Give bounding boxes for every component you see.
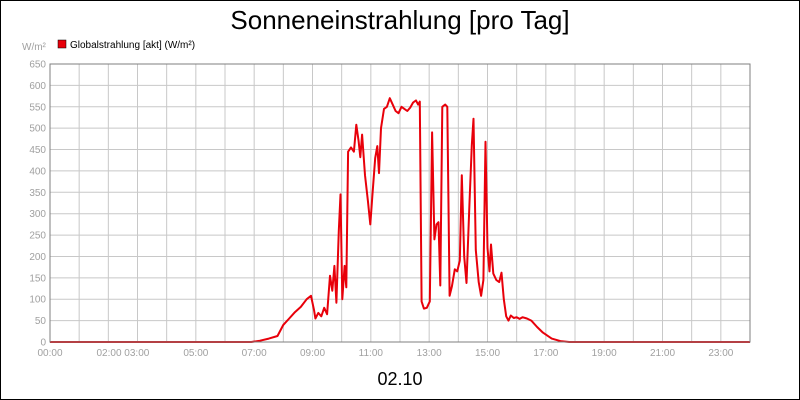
plot-border [49, 63, 751, 343]
x-tick-label: 19:00 [592, 348, 617, 359]
y-tick-label: 50 [35, 316, 47, 327]
x-tick-label: 13:00 [417, 348, 442, 359]
x-tick-label: 23:00 [708, 348, 733, 359]
y-tick-label: 500 [29, 124, 46, 135]
x-tick-label: 15:00 [475, 348, 500, 359]
y-tick-label: 550 [29, 102, 46, 113]
y-tick-label: 450 [29, 145, 46, 156]
x-tick-label: 21:00 [650, 348, 675, 359]
x-tick-label: 11:00 [359, 348, 384, 359]
chart-title: Sonneneinstrahlung [pro Tag] [230, 5, 569, 35]
y-tick-label: 650 [29, 60, 46, 71]
y-tick-label: 0 [40, 338, 46, 349]
date-label: 02.10 [377, 369, 422, 389]
x-tick-label: 17:00 [533, 348, 558, 359]
y-tick-label: 250 [29, 231, 46, 242]
x-tick-label: 00:00 [37, 348, 62, 359]
legend-swatch [57, 39, 67, 49]
y-tick-label: 150 [29, 273, 46, 284]
x-tick-label: 05:00 [183, 348, 208, 359]
series-line-globalstrahlung [50, 97, 750, 343]
grid [50, 63, 750, 343]
y-tick-label: 200 [29, 252, 46, 263]
y-tick-label: 400 [29, 166, 46, 177]
legend: Globalstrahlung [akt] (W/m²) [57, 39, 195, 51]
y-tick-label: 300 [29, 209, 46, 220]
x-tick-label: 09:00 [300, 348, 325, 359]
y-axis-unit: W/m² [22, 42, 47, 53]
y-tick-label: 100 [29, 295, 46, 306]
y-tick-label: 350 [29, 188, 46, 199]
x-tick-label: 07:00 [242, 348, 267, 359]
y-tick-label: 600 [29, 81, 46, 92]
x-tick-labels: 00:00 02:00 03:00 05:00 07:00 09:00 11:00 13:0… [37, 348, 733, 359]
y-tick-labels: 0 50 100 150 200 250 300 350 400 450 500 550 600 650 [29, 60, 46, 349]
legend-label: Globalstrahlung [akt] (W/m²) [70, 40, 195, 51]
x-tick-label: 02:00 03:00 [97, 348, 150, 359]
